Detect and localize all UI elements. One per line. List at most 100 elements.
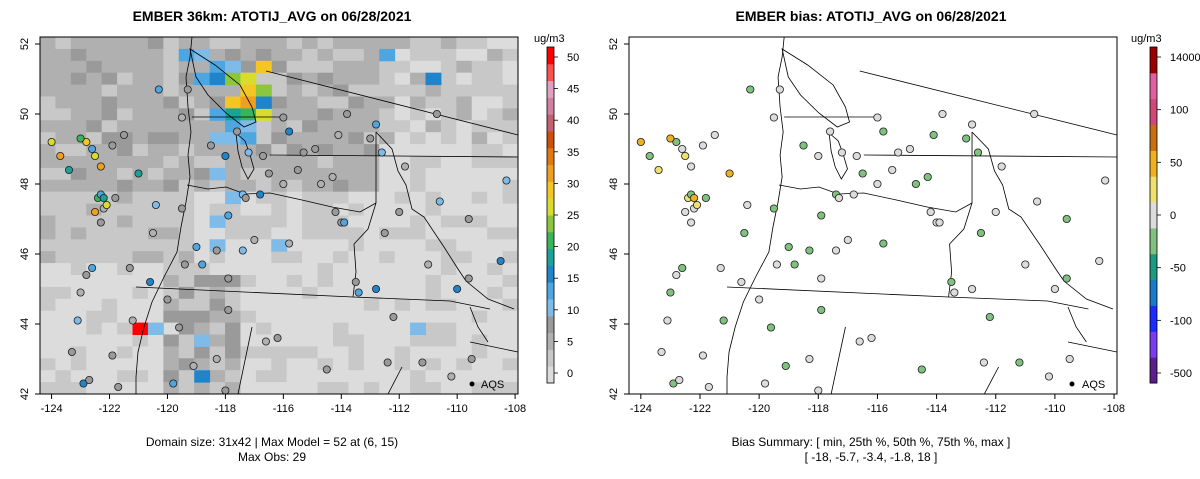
y-tick-label: 42 [608,388,620,400]
aqs-site-marker [894,148,903,157]
grid-cell [440,191,457,205]
aqs-site-marker [766,323,776,332]
aqs-site-marker [331,207,340,216]
grid-cell [394,144,411,157]
x-tick-label: -120 [156,403,178,415]
grid-cell-highlight [425,72,442,86]
colorbar-tick-label: 50 [1170,157,1182,169]
right-caption-line1: Bias Summary: [ min, 25th %, 50th %, 75t… [732,435,1011,449]
grid-cell [178,144,195,157]
grid-cell [440,84,457,97]
x-tick-label: -124 [630,403,652,415]
grid-cell [363,215,380,228]
grid-cell [117,167,134,181]
nevada-idaho-border [352,296,491,310]
grid-cell [286,370,303,383]
grid-cell [379,263,396,276]
grid-cell [117,37,134,50]
grid-cell [317,37,334,50]
grid-cell [425,275,442,288]
grid-cell [132,72,149,86]
grid-cell [332,84,349,97]
grid-cell [440,263,457,276]
aqs-site-marker [340,218,349,227]
grid-cell [440,120,457,133]
grid-cell [147,48,164,62]
grid-cell [209,286,226,300]
grid-cell [55,37,72,50]
grid-cell [70,191,87,205]
grid-cell [225,84,241,97]
grid-cell [209,156,226,169]
grid-cell [394,120,411,133]
left-colorbar [546,46,555,384]
grid-cell-highlight [255,108,272,121]
grid-cell [317,191,334,205]
grid-cell [286,84,303,97]
grid-cell [302,84,319,97]
grid-cell [132,60,149,74]
grid-cell [410,120,426,133]
grid-cell-highlight [209,215,226,228]
grid-cell [70,322,87,335]
grid-cell [425,156,442,169]
grid-cell [410,72,426,86]
aqs-site-marker [114,382,123,391]
grid-cell [240,298,257,312]
grid-cell [317,72,334,86]
grid-cell [286,132,303,145]
grid-cell [178,156,195,169]
grid-cell [425,96,442,109]
aqs-site-marker [502,176,511,185]
x-tick-label: -118 [215,403,236,415]
grid-cell [240,48,257,62]
grid-cell [225,48,241,62]
grid-cell [410,215,426,228]
grid-cell [194,120,211,133]
grid-cell [286,60,303,74]
grid-cell [194,251,211,264]
colorbar-tick-label: 35 [567,147,579,159]
grid-cell [55,310,72,324]
grid-cell [502,227,518,240]
grid-cell [379,108,396,121]
aqs-site-marker [701,193,710,202]
grid-cell [440,179,457,193]
aqs-site-marker [317,179,326,188]
grid-cell [86,120,103,133]
aqs-site-marker [716,263,725,272]
colorbar-tick-label: 25 [567,210,579,222]
grid-cell [55,132,72,145]
grid-cell [117,227,134,240]
grid-cell [502,72,518,86]
grid-cell [471,144,488,157]
canada-border-east [863,154,1117,158]
aqs-site-marker [698,351,708,360]
grid-cell [117,346,134,359]
grid-cell [425,132,442,145]
grid-cell [440,72,457,86]
grid-cell [440,322,457,335]
grid-cell [379,191,396,205]
grid-cell [302,286,319,300]
grid-cell [456,191,473,205]
grid-cell [363,203,380,216]
aqs-site-marker [817,274,826,283]
right-plot-frame [628,36,1118,395]
grid-cell [332,96,349,109]
aqs-site-marker [1095,256,1104,265]
grid-cell [70,96,87,109]
grid-cell [86,84,103,97]
grid-cell [70,215,87,228]
grid-cell [117,72,134,86]
y-tick-label: 50 [19,108,31,120]
aqs-site-marker [843,235,852,244]
grid-cell [456,132,473,145]
grid-cell [317,346,334,359]
idaho-montana-border [971,131,1114,310]
grid-cell [147,310,164,324]
grid-cell [55,358,72,371]
grid-cell [225,334,241,347]
aqs-site-marker [740,228,749,237]
aqs-site-marker [976,228,986,237]
